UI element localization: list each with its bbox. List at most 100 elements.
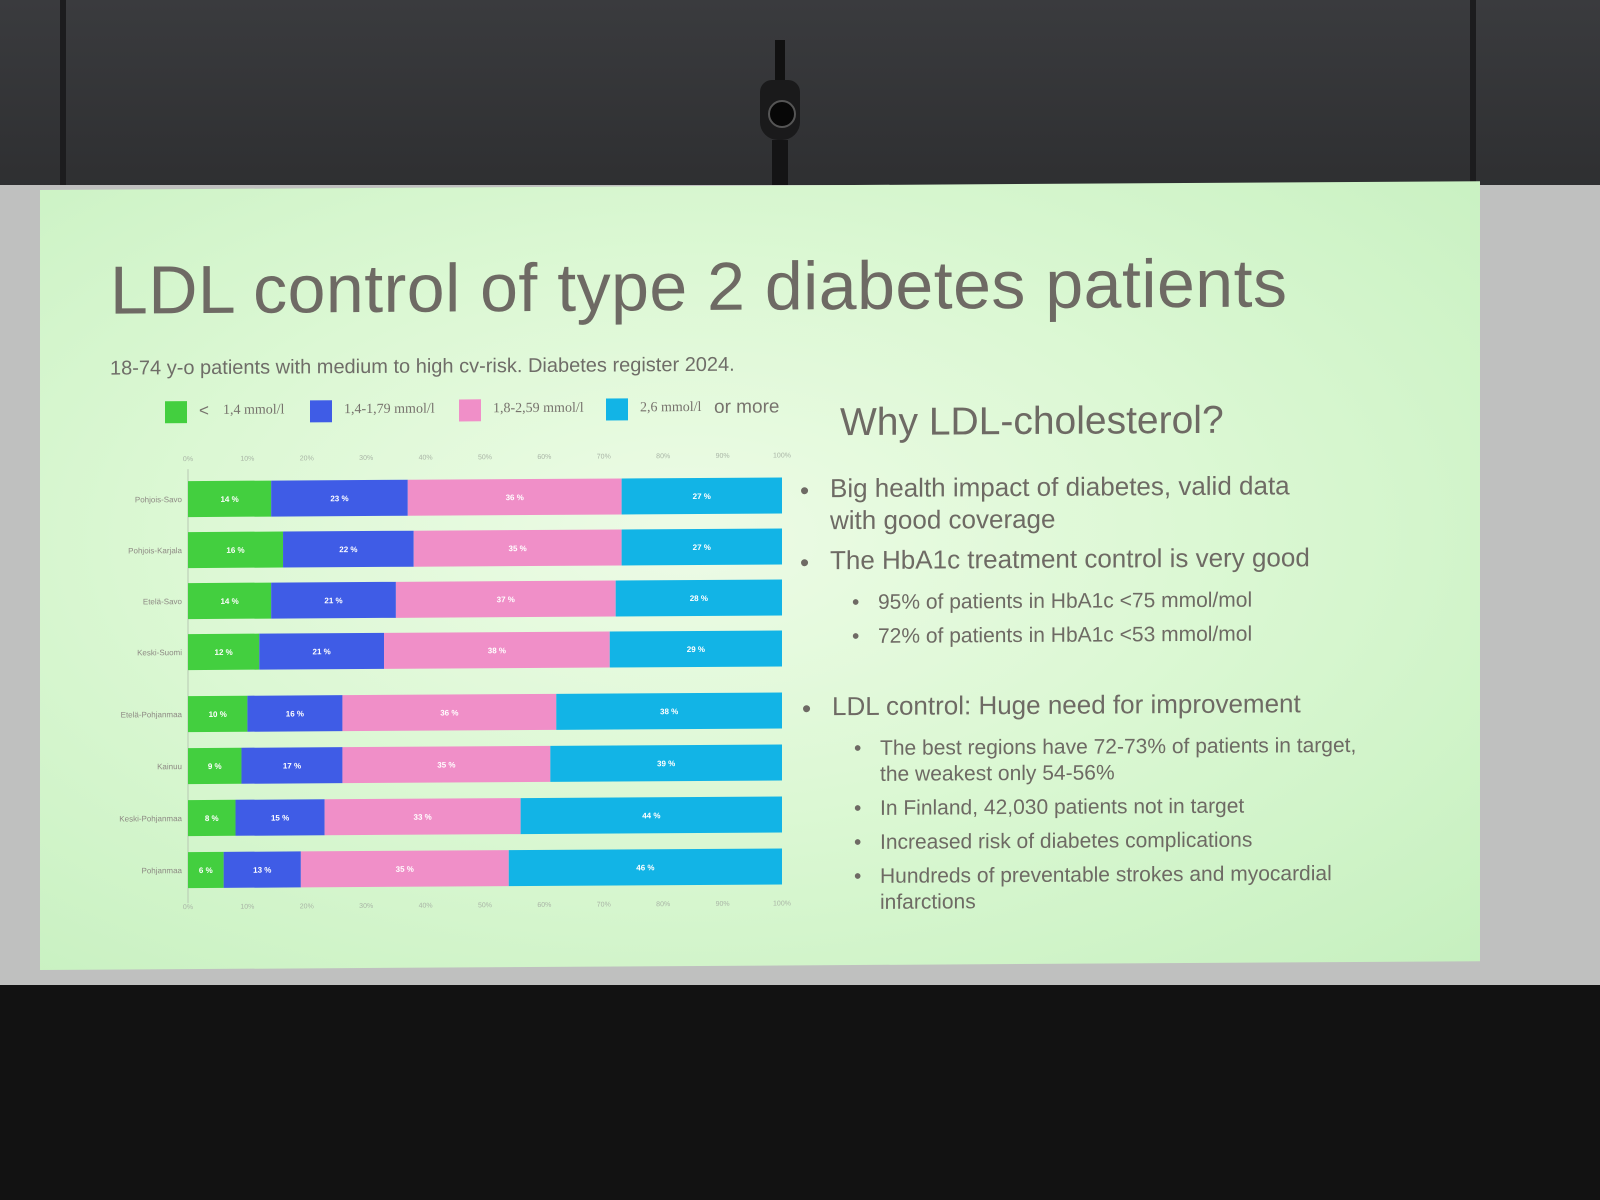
- slide-title: LDL control of type 2 diabetes patients: [110, 245, 1288, 329]
- chart-bar-segment: [621, 528, 782, 566]
- chart-bar-segment: [188, 531, 284, 569]
- chart-data-label: 12 %: [215, 648, 233, 657]
- chart-data-label: 35 %: [509, 544, 527, 553]
- chart-x-tick-label-bottom: 100%: [773, 900, 791, 907]
- chart-data-label: 39 %: [657, 759, 675, 768]
- chart-data-label: 33 %: [414, 813, 432, 822]
- chart-data-label: 37 %: [497, 595, 515, 604]
- chart-data-label: 29 %: [687, 645, 705, 654]
- bullet-dot: •: [854, 736, 862, 761]
- chart-data-label: 28 %: [690, 594, 708, 603]
- chart-data-label: 6 %: [199, 866, 213, 875]
- chart-bar-segment: [241, 747, 343, 784]
- chart-x-tick-label-top: 40%: [419, 455, 433, 462]
- ceiling-beam: [60, 0, 66, 185]
- chart-bar-segment: [188, 582, 272, 620]
- chart-bar-segment: [621, 477, 782, 515]
- bullet-dot: •: [854, 864, 862, 889]
- chart-category-label: Keski-Suomi: [137, 648, 182, 657]
- chart-data-label: 46 %: [636, 863, 654, 872]
- chart-bar-segment: [188, 747, 242, 785]
- chart-category-label: Etelä-Pohjanmaa: [121, 710, 183, 719]
- chart-category-label: Etelä-Savo: [143, 597, 183, 606]
- chart-bar-segment: [342, 745, 551, 784]
- bullet-text: Increased risk of diabetes complications: [880, 828, 1253, 854]
- chart-bar-segment: [615, 579, 782, 617]
- legend-label: 1,8-2,59 mmol/l: [493, 400, 584, 417]
- dark-floor: [0, 985, 1600, 1200]
- chart-x-tick-label-top: 70%: [597, 454, 611, 461]
- chart-x-tick-label-bottom: 0%: [183, 904, 193, 911]
- chart-bar-segment: [223, 851, 301, 888]
- chart-x-tick-label-top: 10%: [240, 456, 254, 463]
- bullet-text: 95% of patients in HbA1c <75 mmol/mol: [878, 588, 1253, 614]
- chart-bar-segment: [520, 796, 782, 835]
- chart-data-label: 16 %: [286, 709, 304, 718]
- chart-data-label: 10 %: [209, 710, 227, 719]
- legend-label-suffix: or more: [714, 396, 780, 418]
- chart-bar-segment: [271, 479, 408, 517]
- bullet-dot: •: [852, 590, 860, 615]
- chart-bar-segment: [556, 692, 782, 730]
- chart-x-tick-label-top: 90%: [716, 453, 730, 460]
- bullet-dot: •: [854, 796, 862, 821]
- bullet-text: In Finland, 42,030 patients not in targe…: [880, 794, 1245, 820]
- chart-data-label: 15 %: [271, 813, 289, 822]
- chart-category-label: Pohjois-Savo: [135, 495, 183, 504]
- chart-x-tick-label-bottom: 20%: [300, 903, 314, 910]
- chart-bar-segment: [508, 848, 782, 887]
- bullet-dot: •: [802, 693, 812, 724]
- chart-data-label: 22 %: [339, 545, 357, 554]
- chart-x-tick-label-bottom: 90%: [716, 901, 730, 908]
- legend-swatch: [606, 398, 628, 421]
- legend-label: 2,6 mmol/l: [640, 399, 702, 416]
- chart-data-label: 38 %: [660, 707, 678, 716]
- chart-x-tick-label-bottom: 30%: [359, 903, 373, 910]
- chart-data-label: 21 %: [324, 596, 342, 605]
- chart-bar-segment: [550, 744, 782, 782]
- slide-subtitle: 18-74 y-o patients with medium to high c…: [110, 353, 735, 380]
- chart-x-tick-label-bottom: 60%: [537, 902, 551, 909]
- chart-data-label: 35 %: [396, 865, 414, 874]
- chart-data-label: 36 %: [440, 708, 458, 717]
- bullet-dot: •: [854, 830, 862, 855]
- bullet-dot: •: [852, 624, 860, 649]
- chart-bar-segment: [384, 631, 610, 669]
- chart-bar-segment: [324, 798, 521, 836]
- bullet-text: 72% of patients in HbA1c <53 mmol/mol: [878, 622, 1253, 648]
- chart-data-label: 23 %: [330, 494, 348, 503]
- chart-x-tick-label-bottom: 50%: [478, 902, 492, 909]
- chart-x-tick-label-bottom: 70%: [597, 902, 611, 909]
- chart-x-tick-label-bottom: 80%: [656, 901, 670, 908]
- ceiling-beam: [1470, 0, 1476, 185]
- chart-data-label: 36 %: [506, 493, 524, 502]
- chart-bar-segment: [395, 580, 616, 618]
- chart-x-tick-label-top: 0%: [183, 456, 193, 463]
- chart-data-label: 17 %: [283, 761, 301, 770]
- chart-bar-segment: [609, 630, 782, 668]
- chart-x-tick-label-top: 50%: [478, 454, 492, 461]
- bullet-text: The HbA1c treatment control is very good: [830, 542, 1310, 576]
- ceiling-camera: [760, 40, 800, 220]
- chart-data-label: 44 %: [642, 811, 660, 820]
- legend-label: 1,4-1,79 mmol/l: [344, 401, 435, 418]
- chart-bar-segment: [413, 529, 622, 567]
- legend-label: 1,4 mmol/l: [223, 402, 285, 418]
- chart-data-label: 14 %: [220, 495, 238, 504]
- chart-category-label: Pohjois-Karjala: [128, 546, 182, 555]
- right-heading: Why LDL-cholesterol?: [840, 398, 1224, 445]
- bullet-dot: •: [800, 547, 810, 578]
- chart-x-tick-label-top: 30%: [359, 455, 373, 462]
- chart-bar-segment: [283, 530, 414, 568]
- chart-data-label: 16 %: [226, 546, 244, 555]
- chart-bar-segment: [300, 850, 509, 888]
- chart-category-label: Pohjanmaa: [142, 866, 183, 875]
- bullet-text: The best regions have 72-73% of patients…: [880, 733, 1357, 760]
- bullet-text: the weakest only 54-56%: [880, 761, 1115, 786]
- bullet-text: with good coverage: [830, 503, 1056, 536]
- chart-x-tick-label-top: 80%: [656, 453, 670, 460]
- chart-x-tick-label-top: 20%: [300, 455, 314, 462]
- legend-swatch: [165, 401, 187, 424]
- ldl-stacked-bar-chart: 0% 0% 10% 10% 20% 20% 30% 30% 40% 40% 50% 50% 60% 60%…: [119, 452, 791, 911]
- chart-x-tick-label-bottom: 40%: [419, 903, 433, 910]
